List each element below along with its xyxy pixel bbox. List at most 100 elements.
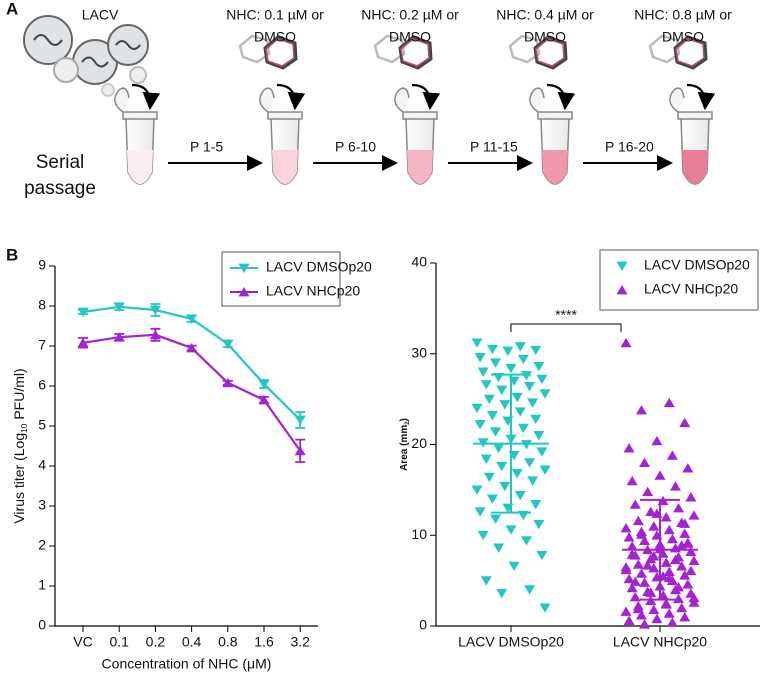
point: [685, 492, 697, 502]
point: [483, 394, 495, 405]
point: [651, 435, 663, 446]
treatment-label: NHC: 0.4 µM or: [496, 7, 594, 23]
legend-box: [221, 251, 341, 307]
point: [471, 403, 483, 414]
point: [648, 521, 660, 531]
y-axis-title: Area (mm2): [399, 418, 411, 471]
point: [673, 503, 685, 513]
point: [623, 573, 635, 584]
y-tick-label: 8: [38, 297, 46, 313]
y-axis-title-part: Area (mm: [399, 425, 410, 471]
point: [626, 582, 638, 593]
point: [679, 528, 691, 538]
point: [663, 572, 675, 583]
point: [666, 617, 678, 627]
y-tick-label: 4: [38, 457, 46, 473]
point: [496, 461, 508, 472]
point: [536, 374, 548, 385]
point: [502, 346, 514, 356]
point: [623, 532, 635, 542]
tube: [394, 87, 438, 185]
point: [679, 570, 691, 580]
point: [486, 411, 498, 421]
point: [514, 407, 526, 417]
compound: [265, 38, 295, 67]
point: [685, 546, 697, 556]
point: [639, 577, 651, 587]
point: [539, 603, 551, 613]
point: [530, 345, 542, 356]
start-label: passage: [24, 178, 96, 199]
point: [660, 512, 672, 522]
point: [642, 486, 654, 497]
point: [490, 514, 502, 524]
point: [486, 344, 498, 355]
point: [642, 560, 654, 570]
point: [663, 566, 675, 576]
marker: [222, 339, 234, 349]
compound: [398, 35, 433, 70]
point: [635, 529, 647, 539]
point: [679, 417, 691, 428]
point: [520, 371, 532, 381]
point: [626, 475, 638, 486]
point: [471, 485, 483, 495]
point: [679, 611, 691, 622]
y-axis-title-part: 10: [19, 423, 29, 433]
point: [623, 615, 635, 625]
tube-liquid: [542, 150, 568, 184]
legend-box: [599, 249, 759, 311]
point: [493, 543, 505, 553]
point: [530, 414, 542, 425]
marker: [222, 377, 234, 388]
point: [648, 562, 660, 573]
point: [666, 533, 678, 544]
tube: [259, 87, 303, 185]
tube-cap: [529, 87, 573, 120]
tube: [529, 87, 573, 185]
point: [514, 342, 526, 352]
significance-bracket: [510, 323, 622, 332]
point: [673, 582, 685, 592]
x-tick-label: 0.2: [146, 634, 166, 650]
point: [480, 576, 492, 586]
point: [676, 561, 688, 571]
x-tick-label: LACV DMSOp20: [458, 634, 564, 650]
tube-liquid: [272, 150, 298, 184]
point: [480, 380, 492, 390]
y-axis-title-part: Virus titer (Log: [11, 433, 27, 524]
y-tick-label: 7: [38, 337, 46, 353]
point: [629, 499, 641, 509]
point: [620, 562, 632, 572]
point: [533, 431, 545, 441]
x-tick-label: 0.1: [109, 634, 129, 650]
x-tick-label: VC: [73, 634, 92, 650]
panel-label: A: [6, 0, 18, 18]
treatment-label: DMSO: [524, 29, 566, 45]
marker: [258, 379, 270, 389]
point: [490, 427, 502, 437]
legend-label: LACV DMSOp20: [644, 257, 750, 273]
point: [620, 337, 632, 348]
point: [669, 481, 681, 491]
legend-label: LACV DMSOp20: [266, 259, 372, 275]
point: [648, 604, 660, 615]
y-tick-label: 10: [411, 526, 427, 542]
compound: [263, 35, 298, 70]
point: [511, 392, 523, 403]
tube-cap: [259, 87, 303, 120]
point: [536, 447, 548, 457]
compound: [508, 34, 541, 64]
point: [539, 465, 551, 475]
tube-liquid: [682, 150, 708, 184]
point: [505, 525, 517, 535]
point: [533, 362, 545, 372]
marker: [113, 302, 125, 312]
point: [486, 494, 498, 504]
point: [496, 385, 508, 395]
point: [635, 568, 647, 578]
point: [474, 420, 486, 430]
point: [626, 541, 638, 551]
curved-arrow: [411, 83, 441, 111]
compound: [533, 35, 568, 70]
